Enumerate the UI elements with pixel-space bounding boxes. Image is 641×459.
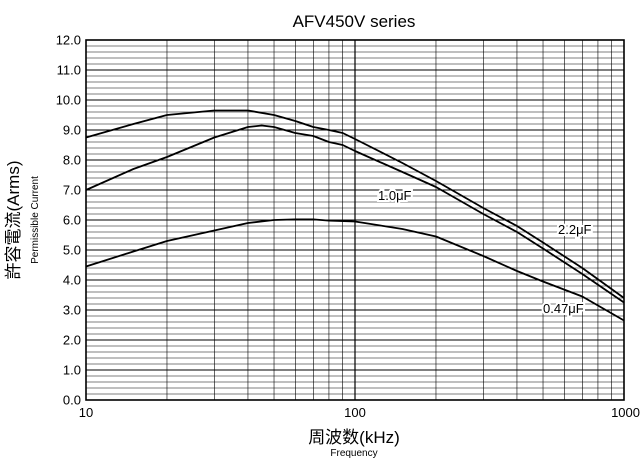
series-label-0-47uf: 0.47μF <box>543 301 584 316</box>
y-tick-label: 4.0 <box>63 273 81 288</box>
series-line-3 <box>85 218 625 322</box>
series-lines <box>85 109 625 322</box>
y-tick-label: 9.0 <box>63 123 81 138</box>
y-axis-label: 許容電流(Arms) <box>4 161 23 280</box>
y-tick-label: 1.0 <box>63 363 81 378</box>
series-label-2-2uf: 2.2μF <box>558 222 592 237</box>
y-tick-label: 7.0 <box>63 183 81 198</box>
y-axis-sublabel: Permissible Current <box>30 176 41 264</box>
y-tick-label: 8.0 <box>63 153 81 168</box>
grid <box>86 40 624 400</box>
x-tick-label: 100 <box>344 405 366 420</box>
y-tick-label: 11.0 <box>57 63 81 78</box>
x-axis-sublabel: Frequency <box>330 448 377 459</box>
y-tick-label: 2.0 <box>63 333 81 348</box>
series-line-2 <box>85 124 625 304</box>
x-tick-labels: 10 100 1000 <box>79 405 640 420</box>
y-tick-labels: 0.0 1.0 2.0 3.0 4.0 5.0 6.0 7.0 8.0 9.0 10.0 11.0 12… <box>56 33 81 408</box>
y-tick-label: 6.0 <box>63 213 81 228</box>
y-tick-label: 0.0 <box>63 393 81 408</box>
y-tick-label: 3.0 <box>63 303 81 318</box>
chart-title: AFV450V series <box>293 12 416 31</box>
y-tick-label: 5.0 <box>63 243 81 258</box>
y-tick-label: 10.0 <box>56 93 81 108</box>
x-tick-label: 1000 <box>611 405 640 420</box>
series-line-1 <box>85 109 625 299</box>
x-tick-label: 10 <box>79 405 93 420</box>
x-axis-label: 周波数(kHz) <box>308 428 400 447</box>
series-label-1-0uf: 1.0μF <box>378 188 412 203</box>
y-tick-label: 12.0 <box>56 33 81 48</box>
plot-frame <box>85 39 625 401</box>
